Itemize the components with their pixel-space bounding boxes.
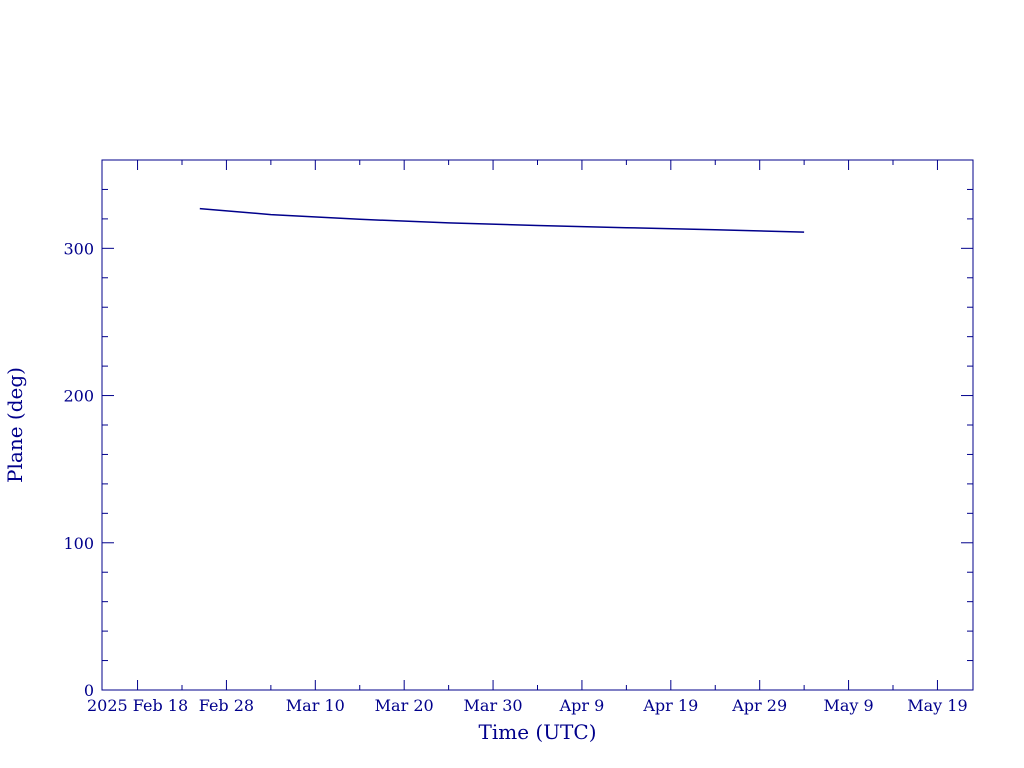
x-tick-label: May 19: [907, 696, 967, 715]
y-axis-title: Plane (deg): [3, 367, 27, 483]
x-tick-label: Apr 29: [731, 696, 787, 715]
x-tick-label: Mar 10: [286, 696, 345, 715]
series-lines: [199, 207, 805, 233]
y-tick-label: 0: [84, 681, 94, 700]
x-tick-label: Mar 20: [375, 696, 434, 715]
x-tick-label: 2025 Feb 18: [87, 696, 188, 715]
x-tick-label: Apr 9: [559, 696, 605, 715]
y-axis-ticks: 0 100 200 300: [63, 159, 973, 700]
x-axis-title: Time (UTC): [479, 720, 597, 744]
x-tick-label: Mar 30: [464, 696, 523, 715]
y-tick-label: 100: [63, 534, 94, 553]
x-tick-label: Feb 28: [199, 696, 254, 715]
plot-frame: [101, 159, 974, 691]
y-tick-label: 300: [63, 239, 94, 258]
series-line: [199, 207, 805, 233]
y-tick-label: 200: [63, 387, 94, 406]
x-tick-label: Apr 19: [642, 696, 698, 715]
x-axis-ticks: 2025 Feb 18 Feb 28 Mar 10 Mar 20 Mar 30 Apr 9…: [87, 160, 968, 715]
x-tick-label: May 9: [823, 696, 873, 715]
